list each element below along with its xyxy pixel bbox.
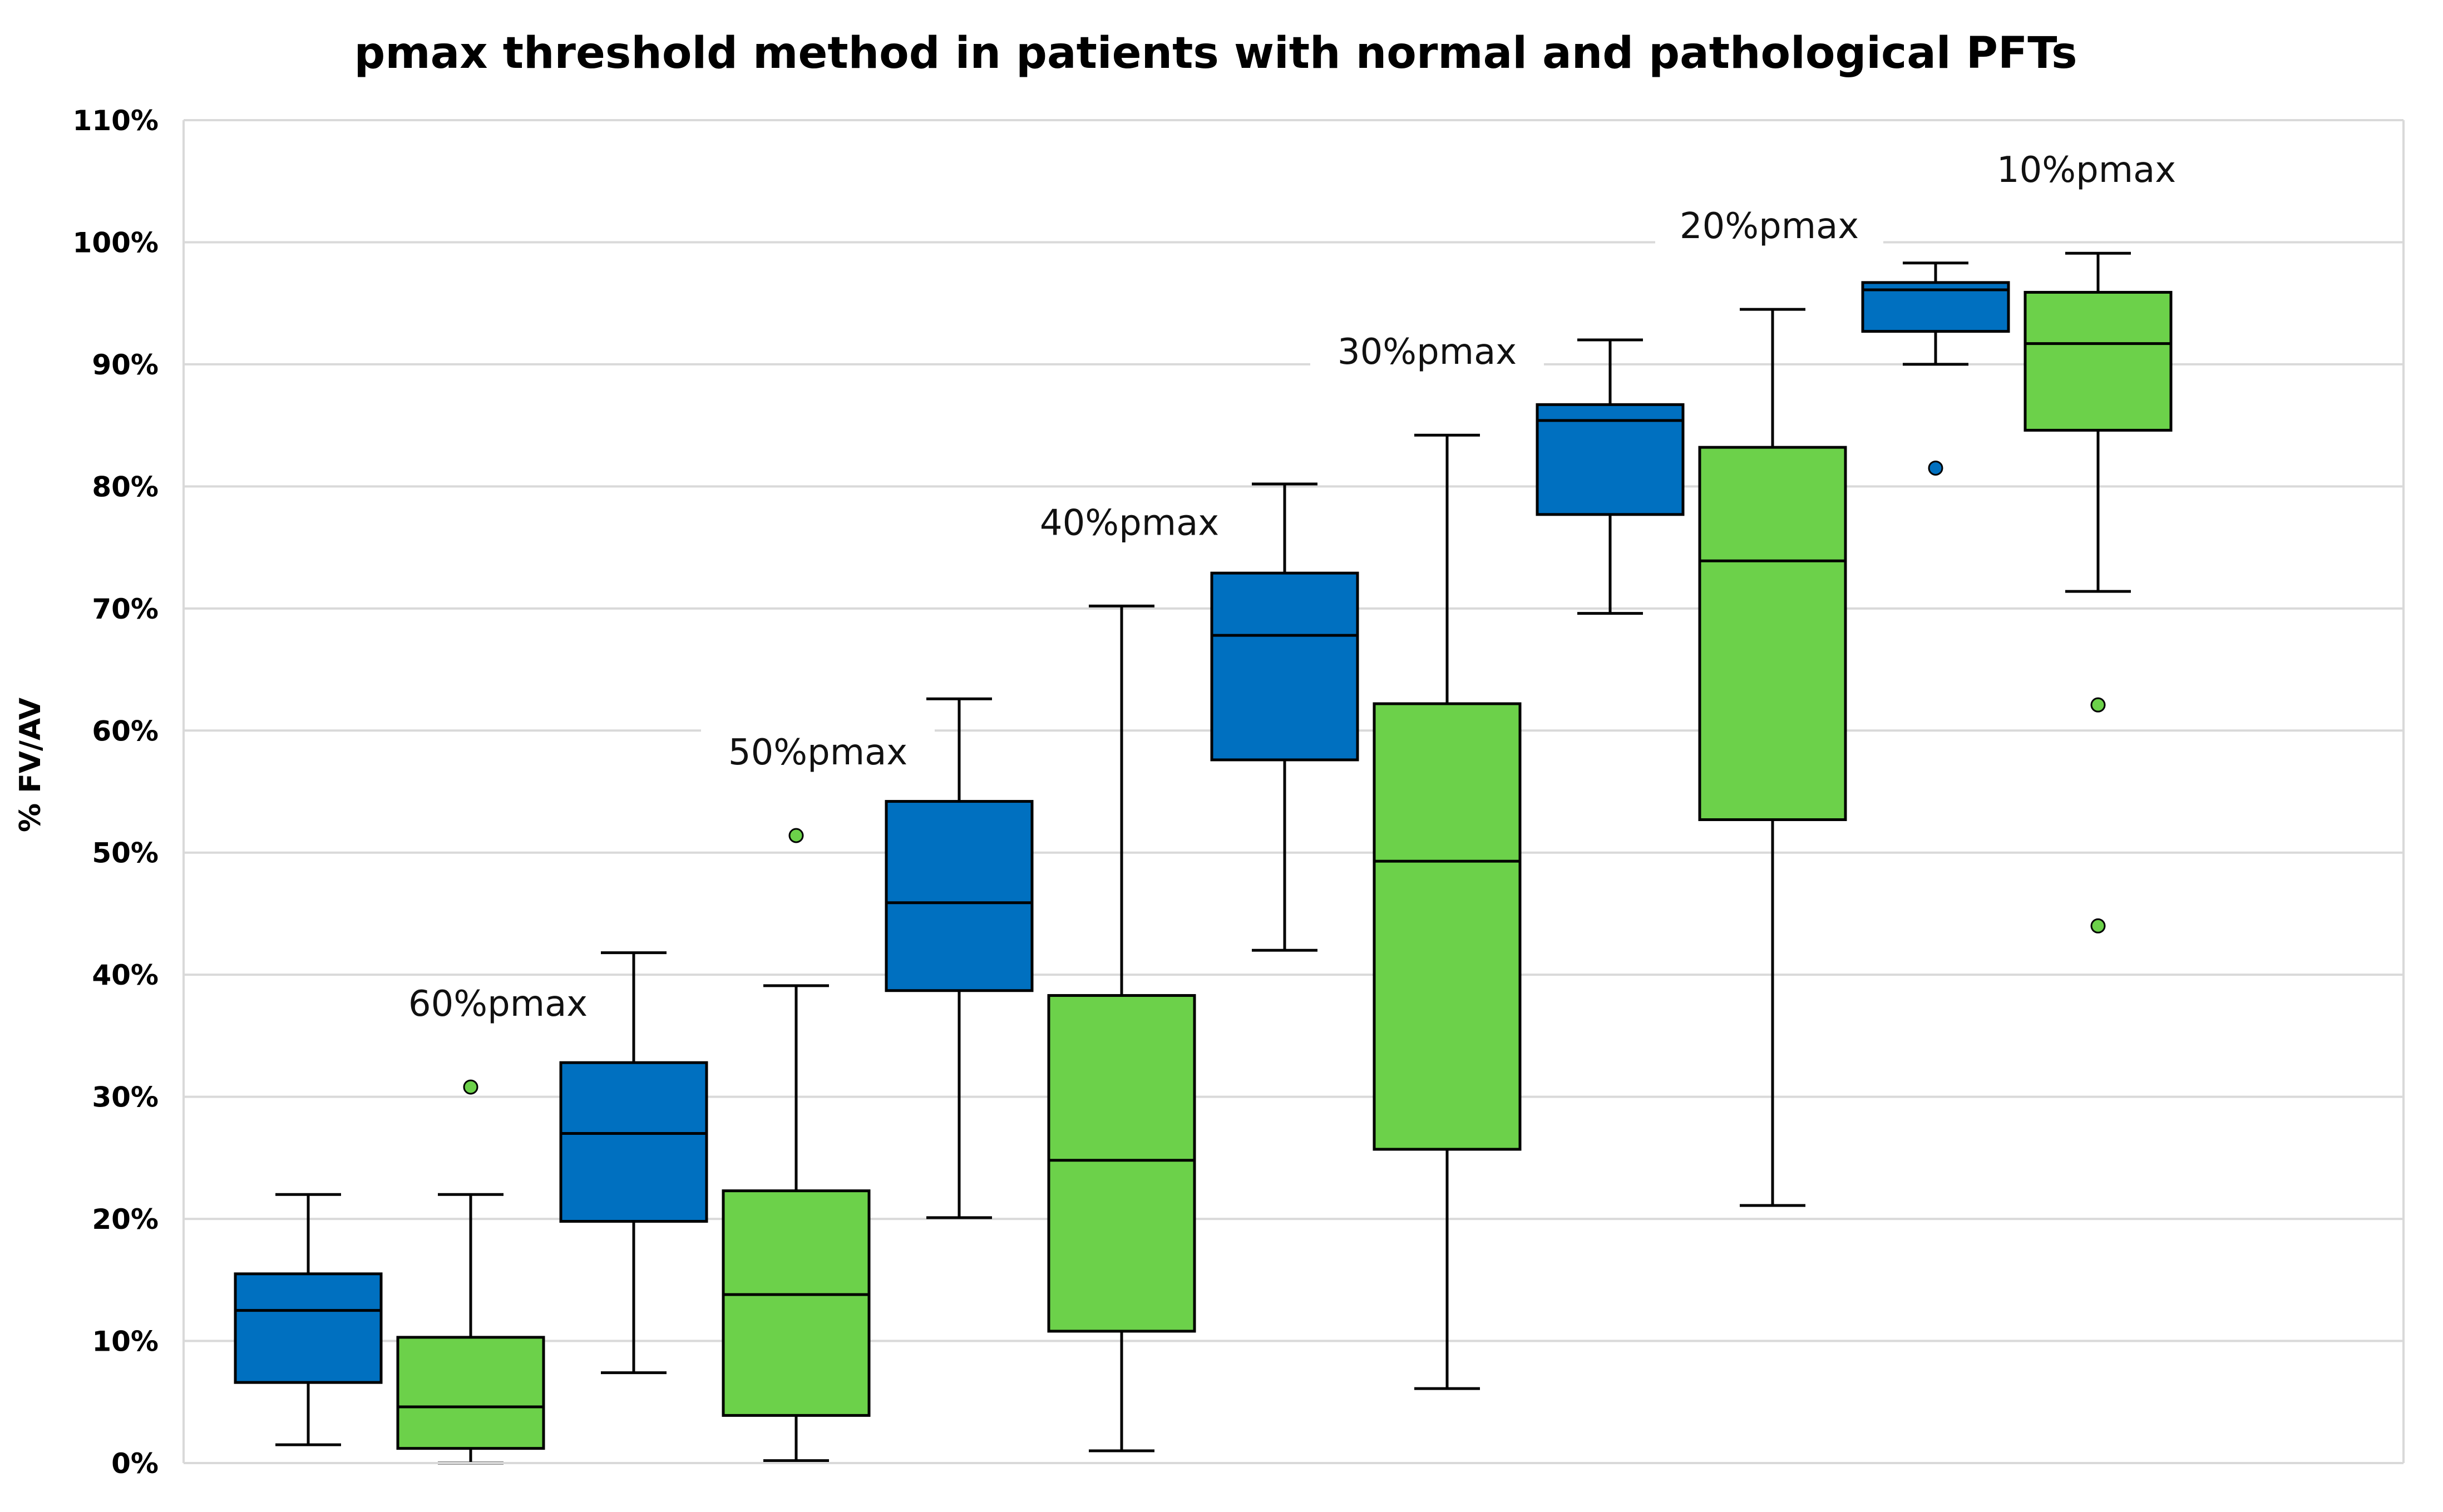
pathological-box-50pmax-outlier (788, 828, 804, 843)
y-tick-label: 110% (73, 105, 159, 137)
group-label: 10%pmax (1997, 150, 2176, 191)
normal-box-60pmax (234, 1272, 383, 1384)
y-tick-label: 30% (92, 1081, 159, 1114)
pathological-box-40pmax (1047, 994, 1196, 1333)
y-tick-label: 100% (73, 226, 159, 259)
group-label: 40%pmax (1040, 502, 1219, 543)
y-tick-label: 20% (92, 1203, 159, 1236)
pathological-box-50pmax (722, 1189, 871, 1417)
group-label: 30%pmax (1338, 332, 1517, 373)
pathological-box-60pmax-outlier (463, 1079, 478, 1095)
pathological-box-30pmax (1373, 702, 1522, 1151)
chart-title: pmax threshold method in patients with n… (354, 28, 2077, 78)
pathological-box-60pmax (396, 1336, 545, 1450)
group-label: 60%pmax (408, 984, 588, 1025)
group-label-layer: 60%pmax 50%pmax 40%pmax 30%pmax 20%pmax 10%pm… (408, 150, 2176, 1025)
y-tick-label: 60% (92, 715, 159, 747)
normal-box-20pmax (1536, 403, 1685, 516)
group-label: 50%pmax (728, 732, 907, 773)
normal-box-10pmax-outlier (1928, 460, 1943, 476)
y-tick-label: 0% (111, 1447, 159, 1480)
pathological-box-10pmax-outlier (2090, 697, 2106, 713)
y-tick-label: 50% (92, 837, 159, 869)
y-tick-label: 70% (92, 593, 159, 625)
axis-layer: 0% 10% 20% 30% 40% 50% 60% 70% 80% 90% 100% 110% (73, 105, 2405, 1480)
pathological-box-20pmax (1698, 446, 1847, 821)
y-axis-label: % FV/AV (14, 698, 47, 832)
normal-box-50pmax (559, 1061, 708, 1223)
normal-box-40pmax (885, 800, 1034, 992)
y-tick-label: 80% (92, 471, 159, 503)
box-layer (234, 251, 2173, 1465)
pathological-box-10pmax (2024, 290, 2173, 432)
y-tick-label: 90% (92, 349, 159, 381)
y-tick-label: 10% (92, 1326, 159, 1358)
pathological-box-10pmax-outlier (2090, 918, 2106, 933)
normal-box-30pmax (1210, 571, 1359, 762)
group-label: 20%pmax (1680, 206, 1859, 247)
y-tick-label: 40% (92, 959, 159, 991)
grid-layer (184, 119, 2403, 1464)
